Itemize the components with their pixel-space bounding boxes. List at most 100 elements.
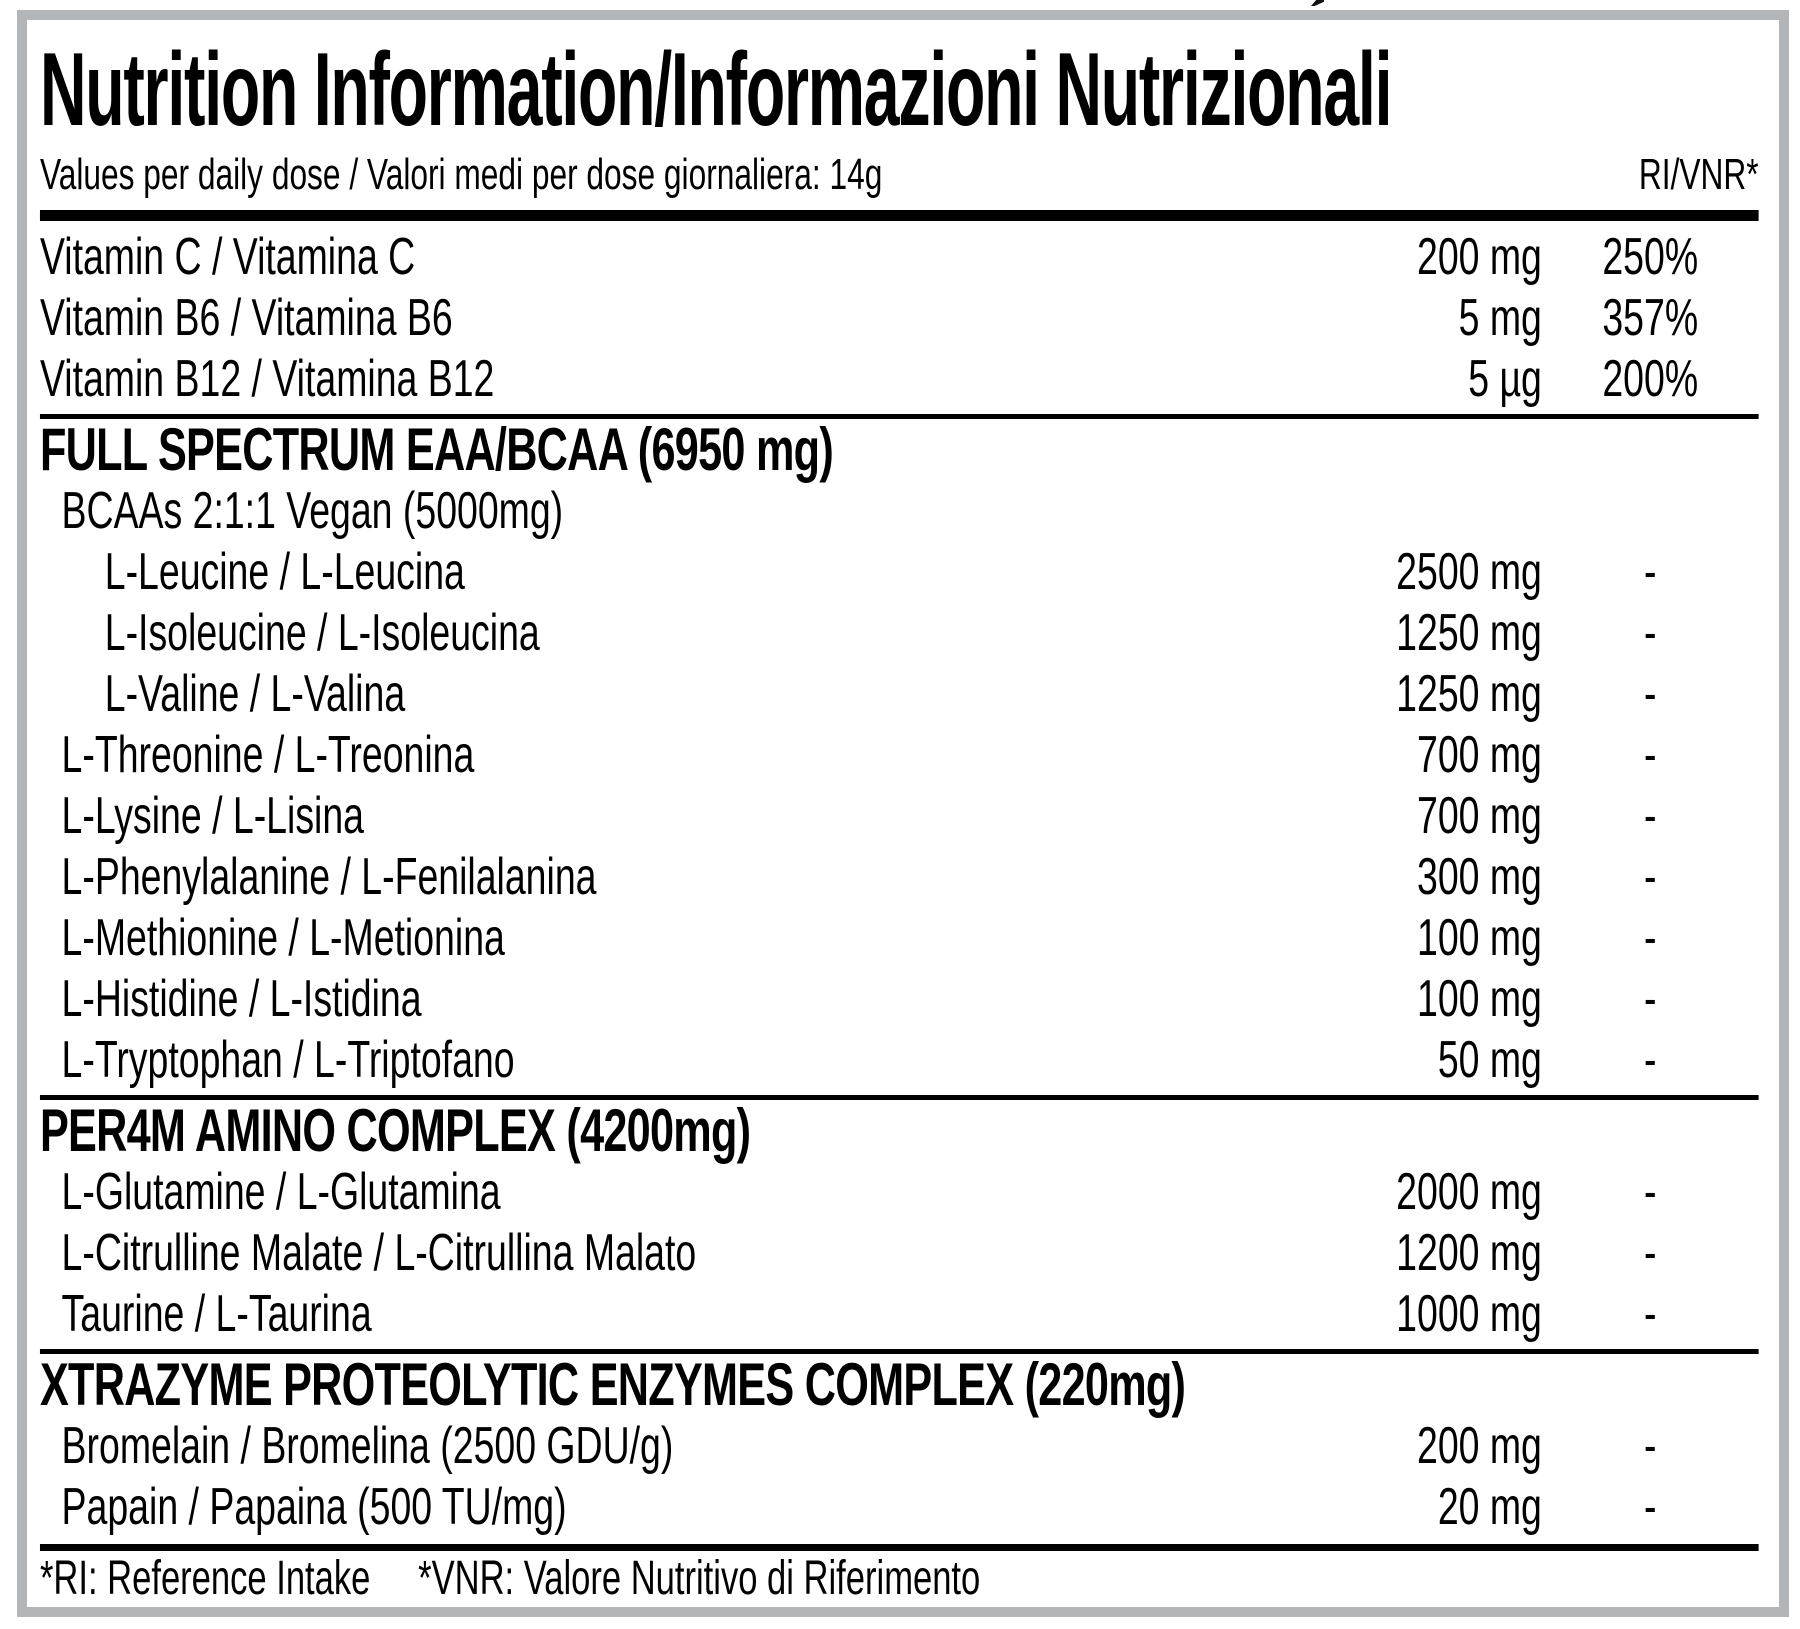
nutrition-row: Vitamin B6 / Vitamina B6 5 mg 357%: [40, 288, 1759, 349]
nutrition-row: Taurine / L-Taurina 1000 mg -: [40, 1284, 1759, 1345]
label-content: Nutrition Information/Informazioni Nutri…: [27, 20, 1779, 1607]
row-amount: 1200 mg: [1396, 1224, 1542, 1282]
page-title-text: Nutrition Information/Informazioni Nutri…: [39, 32, 1393, 148]
row-label: L-Glutamine / L-Glutamina: [61, 1163, 501, 1221]
nutrition-row: L-Isoleucine / L-Isoleucina 1250 mg -: [40, 603, 1759, 664]
serving-row: Values per daily dose / Valori medi per …: [40, 148, 1759, 202]
section-divider: [39, 1349, 1759, 1354]
row-label: L-Threonine / L-Treonina: [61, 726, 475, 784]
nutrition-row: Vitamin C / Vitamina C 200 mg 250%: [40, 227, 1759, 288]
row-ri: -: [1643, 1163, 1657, 1221]
nutrition-row: L-Histidine / L-Istidina 100 mg -: [40, 969, 1759, 1030]
nutrition-section: PER4M AMINO COMPLEX (4200mg) L-Glutamine …: [39, 1095, 1759, 1345]
row-amount: 5 mg: [1458, 289, 1542, 347]
row-amount: 100 mg: [1416, 970, 1542, 1028]
row-label: Bromelain / Bromelina (2500 GDU/g): [61, 1417, 674, 1475]
row-label: L-Isoleucine / L-Isoleucina: [104, 604, 540, 662]
nutrition-row: L-Methionine / L-Metionina 100 mg -: [40, 908, 1759, 969]
row-ri: -: [1643, 970, 1657, 1028]
row-amount: 2000 mg: [1396, 1163, 1542, 1221]
row-amount: 1000 mg: [1396, 1285, 1542, 1343]
row-ri: 200%: [1602, 350, 1699, 408]
row-ri: -: [1643, 787, 1657, 845]
row-label: BCAAs 2:1:1 Vegan (5000mg): [61, 482, 564, 540]
row-label: Vitamin B12 / Vitamina B12: [39, 350, 495, 408]
row-label: L-Leucine / L-Leucina: [104, 543, 465, 601]
row-amount: 50 mg: [1437, 1031, 1542, 1089]
row-ri: -: [1643, 543, 1657, 601]
nutrition-row: L-Citrulline Malate / L-Citrullina Malat…: [40, 1223, 1759, 1284]
vitamins-section: Vitamin C / Vitamina C 200 mg 250% Vitamin …: [40, 221, 1759, 410]
nutrition-section: XTRAZYME PROTEOLYTIC ENZYMES COMPLEX (22…: [39, 1349, 1759, 1538]
row-ri: -: [1643, 1031, 1657, 1089]
row-label: Vitamin B6 / Vitamina B6: [39, 289, 453, 347]
row-ri: 357%: [1602, 289, 1699, 347]
row-amount: 2500 mg: [1396, 543, 1542, 601]
row-amount: 5 µg: [1468, 350, 1542, 408]
nutrition-row: BCAAs 2:1:1 Vegan (5000mg): [40, 481, 1759, 542]
nutrition-row: L-Leucine / L-Leucina 2500 mg -: [40, 542, 1759, 603]
nutrition-row: L-Valine / L-Valina 1250 mg -: [40, 664, 1759, 725]
row-ri: 250%: [1602, 228, 1699, 286]
nutrition-row: L-Glutamine / L-Glutamina 2000 mg -: [40, 1162, 1759, 1223]
row-ri: -: [1643, 665, 1657, 723]
nutrition-label: Nutrition Information/Informazioni Nutri…: [17, 10, 1789, 1617]
nutrition-row: L-Threonine / L-Treonina 700 mg -: [40, 725, 1759, 786]
row-label: L-Histidine / L-Istidina: [61, 970, 422, 1028]
section-divider: [39, 1095, 1759, 1100]
nutrition-row: Papain / Papaina (500 TU/mg) 20 mg -: [40, 1477, 1759, 1538]
nutrition-row: L-Lysine / L-Lisina 700 mg -: [40, 786, 1759, 847]
section-rows: L-Glutamine / L-Glutamina 2000 mg - L-Citru…: [40, 1162, 1759, 1345]
ri-vnr-column-header: RI/VNR*: [1638, 150, 1759, 199]
header-divider: [39, 210, 1759, 221]
row-ri: -: [1643, 1285, 1657, 1343]
footnote-vnr: *VNR: Valore Nutritivo di Riferimento: [418, 1552, 981, 1605]
row-amount: 300 mg: [1416, 848, 1542, 906]
row-ri: -: [1643, 726, 1657, 784]
row-amount: 200 mg: [1416, 1417, 1542, 1475]
nutrition-row: L-Tryptophan / L-Triptofano 50 mg -: [40, 1030, 1759, 1091]
row-label: L-Phenylalanine / L-Fenilalanina: [61, 848, 597, 906]
footer-divider: [39, 1544, 1759, 1551]
section-header: PER4M AMINO COMPLEX (4200mg): [39, 1097, 751, 1164]
row-label: Vitamin C / Vitamina C: [39, 228, 416, 286]
row-amount: 100 mg: [1416, 909, 1542, 967]
section-divider: [39, 414, 1759, 419]
row-ri: -: [1643, 1224, 1657, 1282]
row-label: L-Tryptophan / L-Triptofano: [61, 1031, 515, 1089]
row-amount: 700 mg: [1416, 787, 1542, 845]
section-rows: Bromelain / Bromelina (2500 GDU/g) 200 mg…: [40, 1416, 1759, 1538]
row-label: L-Valine / L-Valina: [104, 665, 406, 723]
row-amount: [1239, 481, 1541, 542]
nutrition-row: Bromelain / Bromelina (2500 GDU/g) 200 mg…: [40, 1416, 1759, 1477]
row-ri: -: [1643, 848, 1657, 906]
row-label: Taurine / L-Taurina: [61, 1285, 372, 1343]
row-label: Papain / Papaina (500 TU/mg): [61, 1478, 567, 1536]
nutrition-section: FULL SPECTRUM EAA/BCAA (6950 mg) BCAAs 2:…: [39, 414, 1759, 1091]
row-label: L-Lysine / L-Lisina: [61, 787, 365, 845]
row-amount: 700 mg: [1416, 726, 1542, 784]
section-header: XTRAZYME PROTEOLYTIC ENZYMES COMPLEX (22…: [39, 1351, 1186, 1418]
row-amount: 1250 mg: [1396, 665, 1542, 723]
row-ri: -: [1643, 1478, 1657, 1536]
row-label: L-Methionine / L-Metionina: [61, 909, 505, 967]
nutrition-row: L-Phenylalanine / L-Fenilalanina 300 mg -: [40, 847, 1759, 908]
nutrition-row: Vitamin B12 / Vitamina B12 5 µg 200%: [40, 349, 1759, 410]
section-rows: Vitamin C / Vitamina C 200 mg 250% Vitamin …: [40, 221, 1759, 410]
serving-info: Values per daily dose / Valori medi per …: [39, 150, 883, 199]
row-amount: 20 mg: [1437, 1478, 1542, 1536]
row-ri: -: [1643, 604, 1657, 662]
row-amount: 200 mg: [1416, 228, 1542, 286]
row-label: L-Citrulline Malate / L-Citrullina Malat…: [61, 1224, 697, 1282]
row-ri: -: [1643, 1417, 1657, 1475]
top-crop-mark: [1311, 0, 1324, 6]
row-ri: [1542, 481, 1759, 542]
footnote-ri: *RI: Reference Intake: [39, 1552, 371, 1605]
row-amount: 1250 mg: [1396, 604, 1542, 662]
footnotes: *RI: Reference Intake *VNR: Valore Nutri…: [40, 1551, 1759, 1607]
section-rows: BCAAs 2:1:1 Vegan (5000mg) L-Leucine / L-…: [40, 481, 1759, 1091]
sections-container: Vitamin C / Vitamina C 200 mg 250% Vitamin …: [39, 221, 1759, 1538]
page-title: Nutrition Information/Informazioni Nutri…: [39, 32, 1759, 148]
section-header: FULL SPECTRUM EAA/BCAA (6950 mg): [39, 416, 834, 483]
